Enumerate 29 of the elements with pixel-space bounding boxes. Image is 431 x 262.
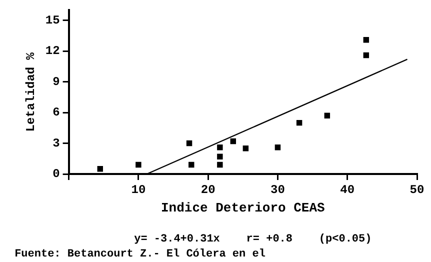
point	[136, 162, 142, 168]
point	[97, 166, 104, 172]
y-tick-label: 3	[52, 136, 60, 150]
point	[242, 146, 249, 152]
y-tick-label: 12	[45, 44, 60, 58]
y-tick-label: 6	[52, 106, 60, 120]
x-tick-label: 50	[410, 183, 424, 198]
point	[217, 144, 223, 150]
point	[217, 154, 223, 160]
text: y= -3.4+0.31x r= +0.8 (p<0.05)	[134, 233, 372, 246]
point	[217, 162, 223, 168]
point	[363, 37, 370, 43]
point	[274, 144, 281, 150]
x-tick-label: 30	[270, 183, 285, 198]
point	[186, 140, 192, 146]
x-tick-label: 40	[340, 183, 355, 198]
point	[363, 52, 370, 58]
x-axis-title: Indice Deterioro CEAS	[160, 200, 326, 216]
x-tick-label: 10	[131, 183, 146, 198]
y-tick-label: 9	[52, 74, 60, 89]
point	[324, 112, 330, 119]
point	[230, 138, 236, 144]
x-tick-label: 20	[200, 183, 216, 198]
point	[296, 120, 302, 126]
y-axis-title: Letalidad %	[24, 52, 38, 132]
source-note: Fuente: Betancourt Z.- El Cólera en el	[14, 248, 266, 260]
y-tick-label: 15	[45, 13, 60, 28]
y-tick-label: 0	[52, 167, 60, 182]
point	[188, 162, 194, 168]
